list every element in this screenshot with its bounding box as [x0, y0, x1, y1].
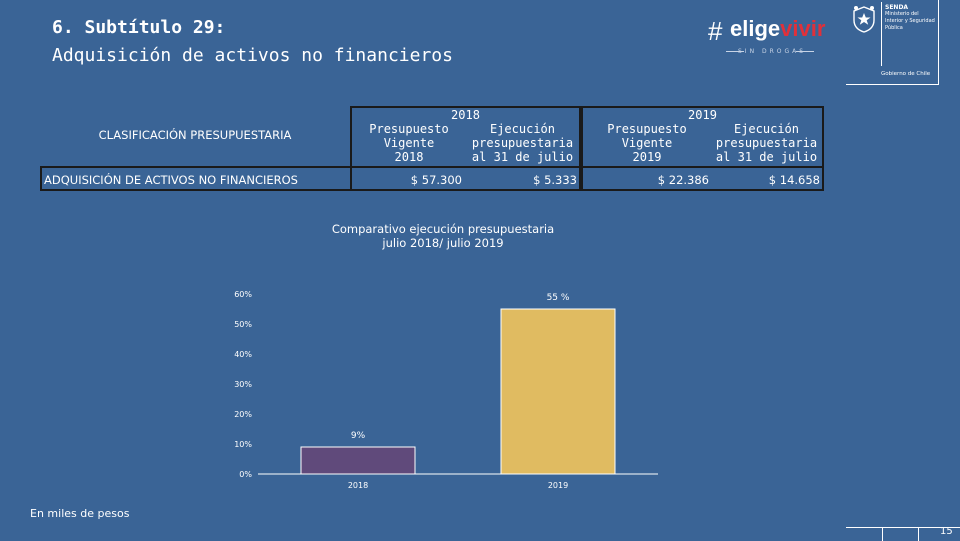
- ministry-name: Ministerio del Interior y Seguridad Públ…: [885, 11, 935, 31]
- x-tick-label: 2018: [348, 481, 368, 490]
- header-execution-2019-line: al 31 de julio: [715, 150, 818, 164]
- header-execution-2018-line: Ejecución: [489, 122, 556, 136]
- y-tick-label: 60%: [234, 290, 252, 299]
- ministry-text: SENDA Ministerio del Interior y Segurida…: [885, 4, 937, 32]
- agency-name: SENDA: [885, 4, 909, 11]
- eligevivir-logo: # eligevivir SIN DROGAS: [708, 14, 825, 60]
- y-tick-label: 20%: [234, 410, 252, 419]
- cell-budget-2019: $ 22.386: [581, 166, 711, 191]
- logo-word-part1: elige: [730, 16, 781, 41]
- bar-2019: [500, 308, 616, 475]
- y-tick-label: 40%: [234, 350, 252, 359]
- chart-subtitle: julio 2018/ julio 2019: [382, 236, 504, 250]
- title-line-1: 6. Subtítulo 29:: [52, 17, 226, 38]
- y-tick-label: 30%: [234, 380, 252, 389]
- header-year-2018: 2018: [350, 106, 581, 122]
- logo-separator: [881, 2, 882, 66]
- header-classification: CLASIFICACIÓN PRESUPUESTARIA: [98, 128, 292, 142]
- header-execution-2019: Ejecución presupuestaria al 31 de julio: [711, 122, 824, 166]
- header-execution-2019-line: Ejecución: [733, 122, 800, 136]
- header-budget-2018-line: Presupuesto: [369, 122, 449, 136]
- logo-word-part2: vivir: [780, 16, 826, 41]
- bar-2018: [300, 446, 416, 475]
- cell-execution-2019: $ 14.658: [711, 166, 824, 191]
- chart-title-block: Comparativo ejecución presupuestaria jul…: [320, 222, 566, 250]
- header-budget-2018-line: 2018: [394, 150, 424, 164]
- logo-rule-right: [796, 51, 814, 52]
- header-execution-2019-line: presupuestaria: [715, 136, 818, 150]
- data-label: 55 %: [547, 293, 570, 303]
- header-budget-2018-line: Vigente: [383, 136, 435, 150]
- footnote: En miles de pesos: [30, 507, 130, 520]
- header-budget-2019-line: 2019: [632, 150, 662, 164]
- logo-rule-left: [726, 51, 744, 52]
- header-year-2019: 2019: [581, 106, 824, 122]
- slide-title: 6. Subtítulo 29: Adquisición de activos …: [52, 14, 453, 70]
- x-tick-label: 2019: [548, 481, 568, 490]
- y-tick-label: 50%: [234, 320, 252, 329]
- row-label: ADQUISICIÓN DE ACTIVOS NO FINANCIEROS: [40, 166, 350, 191]
- footer-divider: [918, 528, 919, 541]
- footer-divider: [882, 528, 883, 541]
- government-label: Gobierno de Chile: [881, 71, 931, 77]
- y-tick-label: 10%: [234, 440, 252, 449]
- page-number: 15: [940, 526, 953, 537]
- chart-title: Comparativo ejecución presupuestaria: [331, 222, 555, 236]
- header-execution-2018: Ejecución presupuestaria al 31 de julio: [466, 122, 581, 166]
- cell-execution-2018: $ 5.333: [466, 166, 581, 191]
- data-label: 9%: [351, 431, 366, 441]
- government-logo: SENDA Ministerio del Interior y Segurida…: [846, 0, 939, 85]
- chile-crest-icon: [853, 6, 875, 33]
- y-tick-label: 0%: [239, 470, 252, 479]
- header-budget-2018: Presupuesto Vigente 2018: [350, 122, 466, 166]
- header-budget-2019-line: Vigente: [621, 136, 673, 150]
- footer-bar: [846, 527, 960, 541]
- header-budget-2019: Presupuesto Vigente 2019: [581, 122, 711, 166]
- header-execution-2018-line: al 31 de julio: [471, 150, 574, 164]
- header-budget-2019-line: Presupuesto: [607, 122, 687, 136]
- logo-hash: #: [708, 16, 723, 46]
- logo-word: eligevivir: [730, 16, 825, 42]
- cell-budget-2018: $ 57.300: [350, 166, 466, 191]
- header-execution-2018-line: presupuestaria: [471, 136, 574, 150]
- title-line-2: Adquisición de activos no financieros: [52, 45, 453, 66]
- logo-tagline: SIN DROGAS: [738, 48, 807, 55]
